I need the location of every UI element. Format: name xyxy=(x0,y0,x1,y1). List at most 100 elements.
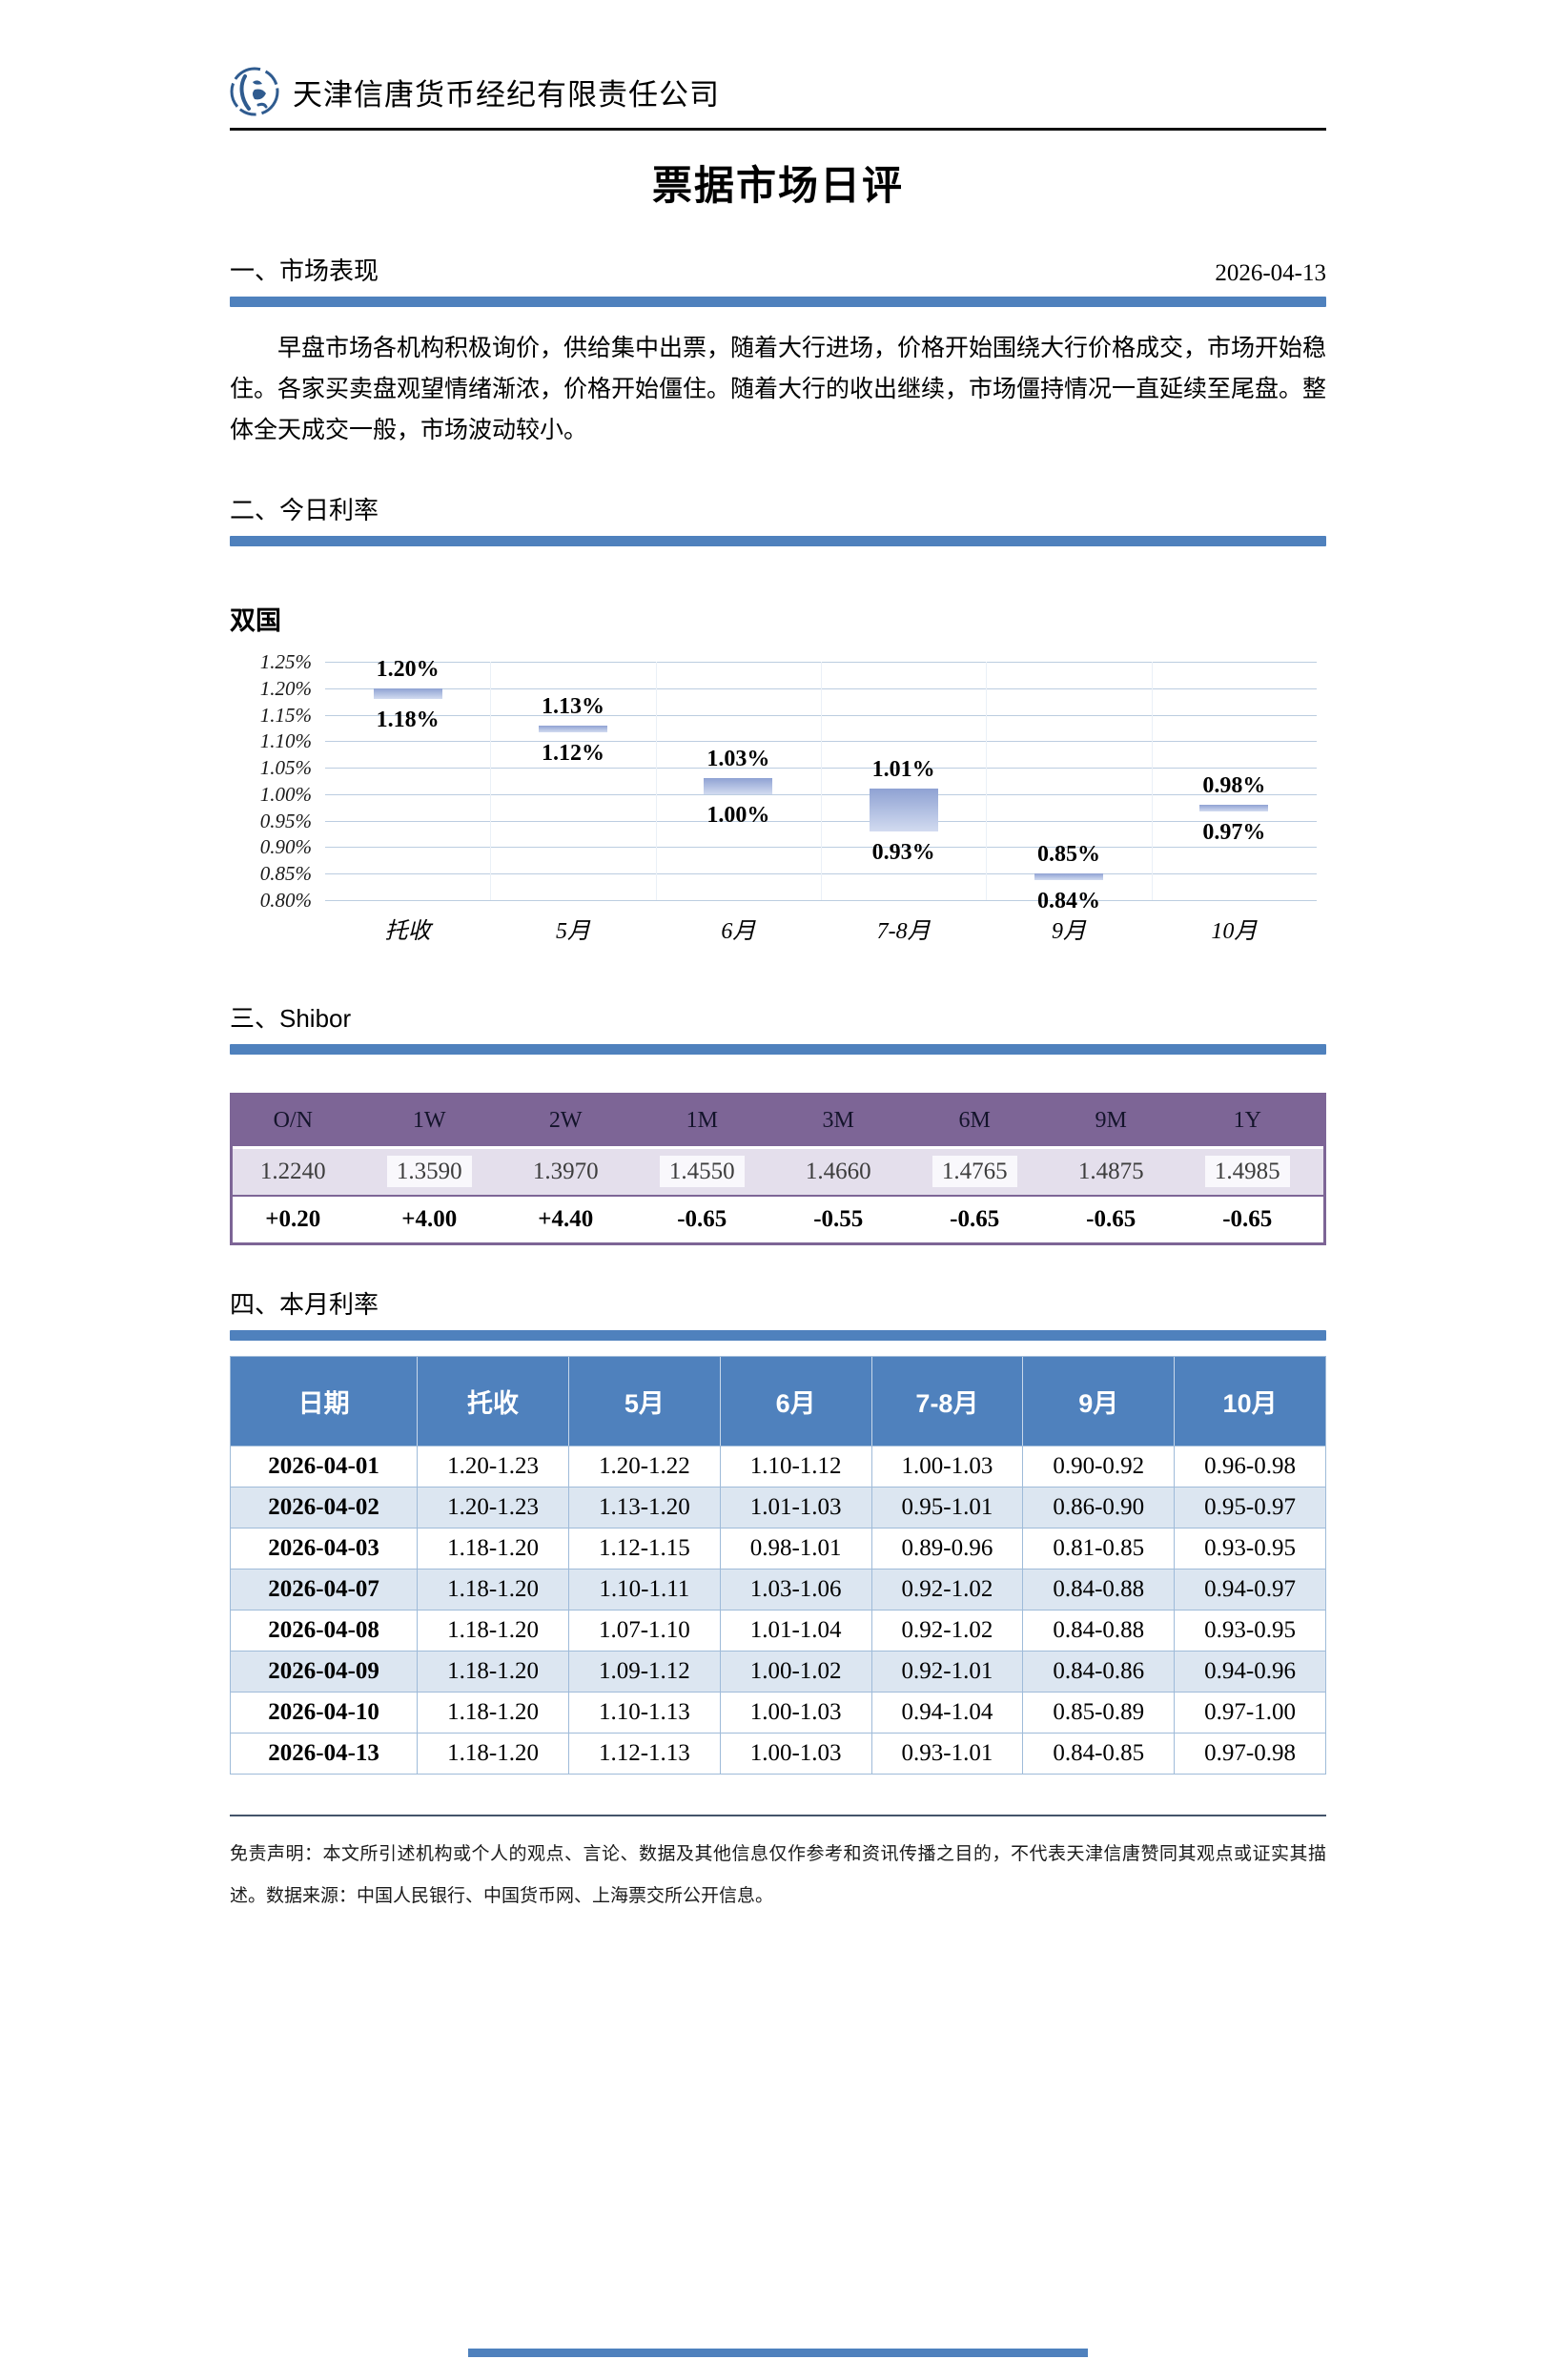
shibor-header-cell: 1W xyxy=(353,1096,505,1149)
range-bar xyxy=(1034,873,1103,881)
section-divider-bar-2 xyxy=(230,536,1326,546)
chart-ytick-label: 1.10% xyxy=(259,729,312,753)
monthly-value-cell: 1.18-1.20 xyxy=(417,1610,568,1651)
chart-gridline xyxy=(325,900,1317,901)
shibor-change-row: +0.20 +4.00 +4.40 -0.65 -0.55 -0.65 -0.65 -0.65 xyxy=(233,1197,1323,1242)
section-divider-bar-4 xyxy=(230,1330,1326,1341)
monthly-value-cell: 1.12-1.13 xyxy=(567,1733,720,1774)
report-title: 票据市场日评 xyxy=(651,163,904,208)
chart-ytick-label: 0.80% xyxy=(259,889,312,912)
monthly-value-cell: 0.84-0.88 xyxy=(1022,1610,1175,1651)
report-date: 2026-04-13 xyxy=(1215,260,1326,286)
monthly-table-row: 2026-04-13 1.18-1.20 1.12-1.13 1.00-1.03 0.9… xyxy=(231,1733,1325,1774)
bar-low-label: 1.00% xyxy=(706,802,770,828)
monthly-value-cell: 1.09-1.12 xyxy=(567,1651,720,1692)
shibor-highlighted-value: 1.4985 xyxy=(1204,1156,1290,1187)
chart-plot-wrap: 1.25% 1.20% 1.15% 1.10% 1.05% 1.00% 0.95% 0.90%… xyxy=(260,650,1317,959)
shibor-change-cell: -0.65 xyxy=(1050,1197,1172,1242)
monthly-value-cell: 0.97-1.00 xyxy=(1174,1692,1325,1733)
section-market-heading: 一、市场表现 xyxy=(230,256,379,285)
disclaimer-divider xyxy=(230,1815,1326,1816)
monthly-value-cell: 0.95-1.01 xyxy=(870,1487,1023,1528)
monthly-value-cell: 1.01-1.04 xyxy=(719,1610,871,1651)
footer-accent-bar xyxy=(468,2349,1088,2357)
chart-ytick-label: 0.95% xyxy=(259,809,312,832)
monthly-value-cell: 0.92-1.01 xyxy=(870,1651,1023,1692)
monthly-date-cell: 2026-04-02 xyxy=(231,1487,418,1528)
rate-chart-plot: 1.25% 1.20% 1.15% 1.10% 1.05% 1.00% 0.95% 0.90%… xyxy=(260,650,1317,944)
monthly-value-cell: 1.07-1.10 xyxy=(567,1610,720,1651)
monthly-value-cell: 0.95-0.97 xyxy=(1174,1487,1325,1528)
shibor-header-cell: 3M xyxy=(777,1096,899,1149)
monthly-value-cell: 0.93-1.01 xyxy=(870,1733,1023,1774)
bar-low-label: 0.84% xyxy=(1037,889,1100,914)
monthly-value-cell: 1.01-1.03 xyxy=(719,1487,871,1528)
shibor-highlighted-value: 1.4550 xyxy=(659,1156,745,1187)
bar-high-label: 1.01% xyxy=(871,757,935,783)
chart-ytick-label: 1.25% xyxy=(259,650,312,673)
shibor-header-cell: O/N xyxy=(233,1096,354,1149)
range-bar xyxy=(704,778,773,794)
monthly-value-cell: 0.93-0.95 xyxy=(1174,1610,1325,1651)
chart-ytick-label: 1.20% xyxy=(259,676,312,700)
monthly-header-cell: 5月 xyxy=(567,1357,720,1446)
disclaimer-text: 免责声明：本文所引述机构或个人的观点、言论、数据及其他信息仅作参考和资讯传播之目… xyxy=(230,1844,1326,1906)
shibor-change-cell: -0.55 xyxy=(777,1197,899,1242)
shibor-highlighted-value: 1.4765 xyxy=(932,1156,1017,1187)
monthly-value-cell: 0.94-1.04 xyxy=(870,1692,1023,1733)
section-today-rate-heading-row: 二、今日利率 xyxy=(230,491,1326,526)
section-monthly-rate-heading-row: 四、本月利率 xyxy=(230,1285,1326,1321)
bar-high-label: 0.85% xyxy=(1037,842,1100,868)
shibor-value-cell: 1.4765 xyxy=(898,1149,1051,1197)
monthly-value-cell: 0.85-0.89 xyxy=(1022,1692,1175,1733)
monthly-value-cell: 1.00-1.03 xyxy=(719,1733,871,1774)
monthly-value-cell: 1.20-1.23 xyxy=(417,1446,568,1487)
monthly-rate-table: 日期 托收 5月 6月 7-8月 9月 10月 2026-04-01 1.20-1.23 1.2… xyxy=(230,1356,1326,1775)
chart-category-label: 6月 xyxy=(721,919,756,944)
company-name: 天津信唐货币经纪有限责任公司 xyxy=(293,77,720,112)
section-monthly-rate-heading: 四、本月利率 xyxy=(230,1290,379,1319)
section-divider-bar-3 xyxy=(230,1044,1326,1055)
monthly-value-cell: 0.90-0.92 xyxy=(1022,1446,1175,1487)
monthly-value-cell: 1.03-1.06 xyxy=(719,1569,871,1610)
chart-category-label: 9月 xyxy=(1052,919,1086,944)
chart-category-label: 5月 xyxy=(556,919,590,944)
monthly-value-cell: 1.00-1.03 xyxy=(870,1446,1023,1487)
monthly-value-cell: 1.18-1.20 xyxy=(417,1569,568,1610)
bar-low-label: 0.97% xyxy=(1202,820,1266,845)
range-bar xyxy=(869,789,938,831)
shibor-header-cell: 2W xyxy=(504,1096,626,1149)
bar-low-label: 0.93% xyxy=(871,839,935,865)
monthly-value-cell: 1.10-1.11 xyxy=(567,1569,720,1610)
monthly-header-row: 日期 托收 5月 6月 7-8月 9月 10月 xyxy=(231,1357,1325,1446)
shibor-header-cell: 1Y xyxy=(1171,1096,1323,1149)
monthly-value-cell: 0.92-1.02 xyxy=(870,1569,1023,1610)
chart-vertical-gridline xyxy=(1151,662,1153,900)
monthly-table-row: 2026-04-03 1.18-1.20 1.12-1.15 0.98-1.01 0.8… xyxy=(231,1528,1325,1569)
monthly-table-row: 2026-04-08 1.18-1.20 1.07-1.10 1.01-1.04 0.9… xyxy=(231,1610,1325,1651)
monthly-value-cell: 1.18-1.20 xyxy=(417,1528,568,1569)
monthly-value-cell: 1.18-1.20 xyxy=(417,1651,568,1692)
shibor-value-row: 1.2240 1.3590 1.3970 1.4550 1.4660 1.4765 1.48… xyxy=(233,1149,1323,1197)
monthly-value-cell: 1.20-1.23 xyxy=(417,1487,568,1528)
monthly-value-cell: 1.20-1.22 xyxy=(567,1446,720,1487)
monthly-header-cell: 9月 xyxy=(1022,1357,1175,1446)
shibor-change-cell: +4.00 xyxy=(353,1197,505,1242)
bar-high-label: 1.20% xyxy=(376,656,440,682)
monthly-value-cell: 1.12-1.15 xyxy=(567,1528,720,1569)
section-today-rate-heading: 二、今日利率 xyxy=(230,496,379,524)
shibor-value-cell: 1.3970 xyxy=(504,1149,626,1197)
monthly-table-row: 2026-04-02 1.20-1.23 1.13-1.20 1.01-1.03 0.9… xyxy=(231,1487,1325,1528)
chart-category-label: 7-8月 xyxy=(876,919,931,944)
monthly-date-cell: 2026-04-01 xyxy=(231,1446,418,1487)
bar-high-label: 1.13% xyxy=(542,693,604,719)
chart-category-label: 托收 xyxy=(384,919,431,944)
section-divider-bar-1 xyxy=(230,297,1326,307)
monthly-table-row: 2026-04-07 1.18-1.20 1.10-1.11 1.03-1.06 0.9… xyxy=(231,1569,1325,1610)
monthly-date-cell: 2026-04-10 xyxy=(231,1692,418,1733)
monthly-value-cell: 0.98-1.01 xyxy=(719,1528,871,1569)
shibor-change-cell: -0.65 xyxy=(625,1197,778,1242)
monthly-value-cell: 0.96-0.98 xyxy=(1174,1446,1325,1487)
monthly-value-cell: 0.84-0.85 xyxy=(1022,1733,1175,1774)
monthly-value-cell: 1.18-1.20 xyxy=(417,1692,568,1733)
